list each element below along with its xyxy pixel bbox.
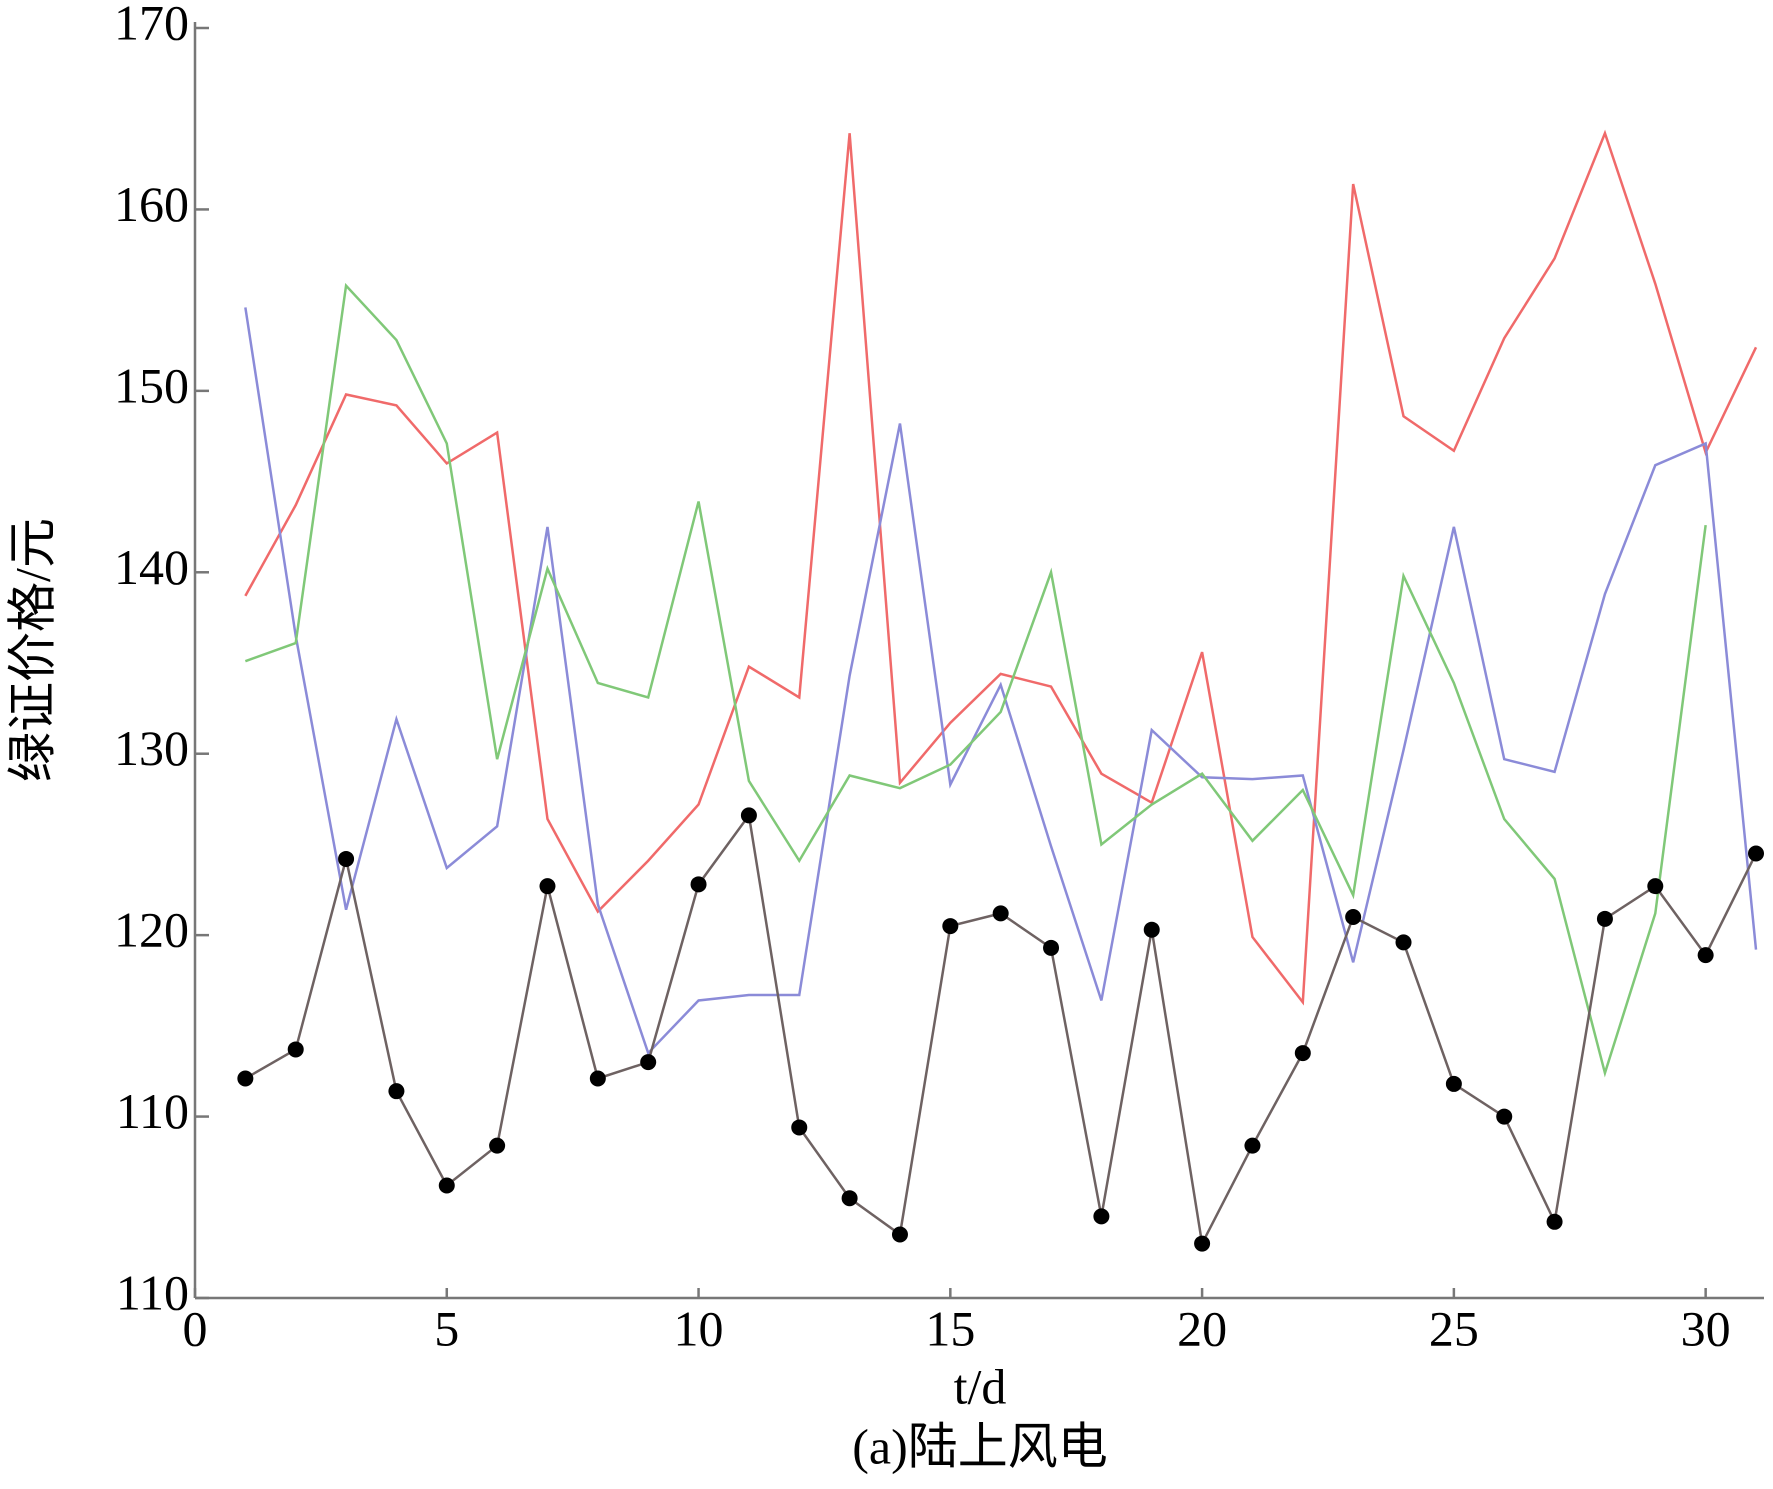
x-tick-label: 30: [1681, 1300, 1731, 1356]
y-tick-label: 150: [114, 357, 189, 413]
point-marker: [287, 1041, 304, 1058]
series-line: [244, 307, 1758, 1056]
y-tick-label: 110: [116, 1083, 189, 1139]
point-marker: [1647, 878, 1664, 895]
point-marker: [1244, 1137, 1261, 1154]
x-tick-label: 25: [1429, 1300, 1479, 1356]
point-marker: [1294, 1045, 1311, 1062]
x-axis-label: t/d: [954, 1358, 1007, 1414]
point-marker: [1546, 1213, 1563, 1230]
y-tick-label: 170: [114, 0, 189, 50]
point-marker: [640, 1054, 657, 1071]
point-marker: [1194, 1235, 1211, 1252]
point-marker: [740, 807, 757, 824]
caption: (a)陆上风电: [852, 1418, 1108, 1474]
x-tick-label: 0: [183, 1300, 208, 1356]
point-marker: [791, 1119, 808, 1136]
x-tick-label: 10: [674, 1300, 724, 1356]
point-marker: [1345, 909, 1362, 925]
point-marker: [1043, 939, 1060, 956]
series-line: [244, 129, 1758, 1006]
point-marker: [1748, 845, 1764, 862]
x-tick-label: 5: [434, 1300, 459, 1356]
series-line: [244, 282, 1707, 1078]
point-marker: [539, 878, 556, 895]
y-tick-label: 140: [114, 539, 189, 595]
y-axis-label: 绿证价格/元: [4, 518, 60, 782]
point-marker: [1496, 1108, 1513, 1125]
point-marker: [1596, 910, 1613, 927]
point-marker: [388, 1083, 405, 1100]
point-marker: [1395, 934, 1412, 951]
point-marker: [690, 876, 707, 893]
y-tick-label: 120: [114, 902, 189, 958]
x-tick-label: 20: [1177, 1300, 1227, 1356]
point-marker: [489, 1137, 506, 1154]
series-line: [244, 812, 1758, 1248]
point-marker: [1143, 921, 1160, 938]
point-marker: [891, 1226, 908, 1243]
point-marker: [841, 1190, 858, 1207]
point-marker: [438, 1177, 455, 1194]
point-marker: [589, 1070, 606, 1087]
point-marker: [992, 905, 1009, 922]
point-marker: [942, 918, 959, 935]
y-tick-label: 110: [116, 1264, 189, 1320]
y-tick-label: 130: [114, 720, 189, 776]
point-marker: [1445, 1075, 1462, 1092]
x-tick-label: 15: [925, 1300, 975, 1356]
point-marker: [338, 850, 355, 867]
point-marker: [1093, 1208, 1110, 1225]
point-marker: [237, 1070, 254, 1087]
y-tick-label: 160: [114, 176, 189, 232]
point-marker: [1697, 947, 1714, 964]
